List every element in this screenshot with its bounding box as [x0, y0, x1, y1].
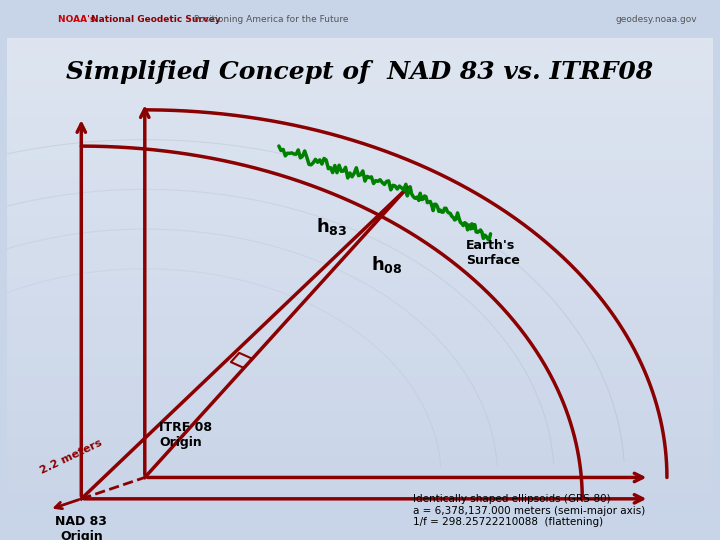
Text: NAD 83
Origin: NAD 83 Origin [55, 515, 107, 540]
Text: geodesy.noaa.gov: geodesy.noaa.gov [616, 15, 697, 24]
Text: Simplified Concept of  NAD 83 vs. ITRF08: Simplified Concept of NAD 83 vs. ITRF08 [66, 60, 654, 84]
Text: NOAA's: NOAA's [58, 15, 98, 24]
Text: National Geodetic Survey: National Geodetic Survey [91, 15, 220, 24]
Text: ITRF 08
Origin: ITRF 08 Origin [159, 421, 212, 449]
Text: Identically shaped ellipsoids (GRS-80)
a = 6,378,137.000 meters (semi-major axis: Identically shaped ellipsoids (GRS-80) a… [413, 494, 645, 527]
Text: $\mathbf{h_{08}}$: $\mathbf{h_{08}}$ [371, 254, 402, 275]
Text: Positioning America for the Future: Positioning America for the Future [191, 15, 348, 24]
Text: $\mathbf{h_{83}}$: $\mathbf{h_{83}}$ [316, 215, 348, 237]
Text: Earth's
Surface: Earth's Surface [466, 239, 520, 267]
Text: 2.2 meters: 2.2 meters [38, 437, 103, 476]
